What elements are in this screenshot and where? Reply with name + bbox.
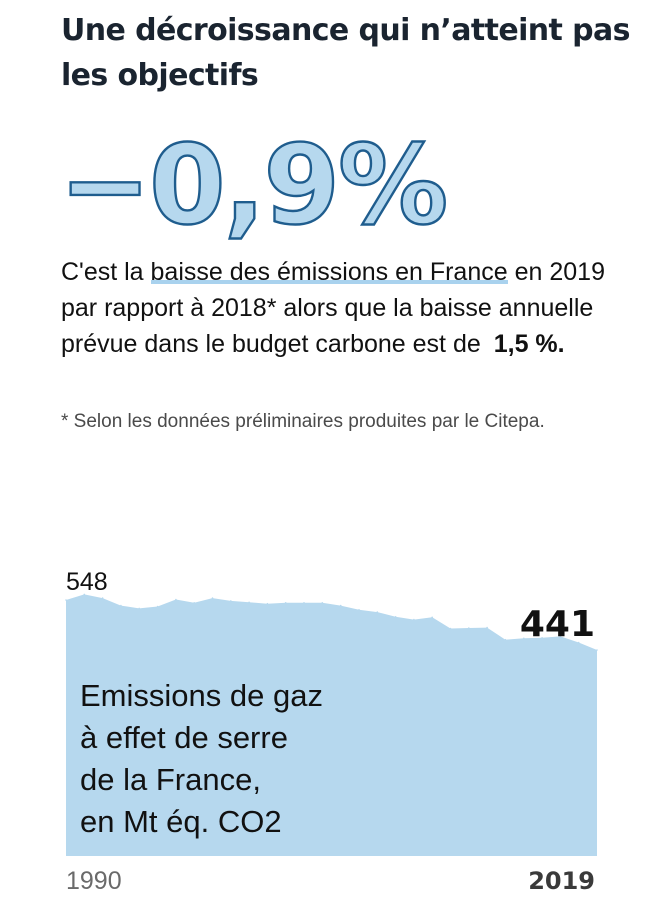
data-point-2008 bbox=[394, 616, 397, 618]
data-point-1996 bbox=[175, 598, 177, 601]
data-point-1999 bbox=[230, 600, 232, 602]
data-point-2000 bbox=[248, 601, 250, 604]
data-point-1998 bbox=[211, 597, 214, 599]
data-point-1990 bbox=[65, 599, 67, 601]
data-point-2001 bbox=[266, 602, 269, 605]
page-title: Une décroissance qui n’atteint pas les o… bbox=[61, 13, 630, 93]
lead-text-part1: C'est la bbox=[61, 258, 151, 286]
data-point-1993 bbox=[120, 604, 122, 607]
chart-title-line-1: Emissions de gaz bbox=[80, 678, 323, 713]
data-point-2002 bbox=[284, 602, 287, 604]
data-point-2015 bbox=[523, 637, 525, 640]
data-point-1994 bbox=[138, 607, 140, 610]
data-point-2018 bbox=[577, 641, 580, 644]
chart-title-line-4: en Mt éq. CO2 bbox=[80, 804, 282, 839]
data-point-2009 bbox=[413, 618, 415, 621]
data-point-1992 bbox=[101, 597, 104, 599]
data-point-2013 bbox=[486, 626, 488, 629]
x-axis-start-label: 1990 bbox=[66, 867, 122, 895]
data-point-1995 bbox=[156, 605, 159, 608]
data-point-2004 bbox=[321, 602, 324, 604]
data-point-2003 bbox=[303, 602, 305, 604]
data-point-1997 bbox=[193, 602, 195, 604]
lead-text-part2: en 2019 par rapport à 2018* alors que la… bbox=[61, 258, 605, 358]
headline-figure: −0,9% bbox=[58, 121, 450, 249]
lead-text-highlight: baisse des émissions en France bbox=[150, 258, 508, 286]
chart-title-line-3: de la France, bbox=[80, 762, 261, 797]
chart-title-line-2: à effet de serre bbox=[80, 720, 288, 755]
emissions-area bbox=[66, 594, 597, 856]
data-point-1991 bbox=[83, 593, 86, 596]
x-axis-end-label: 2019 bbox=[528, 867, 595, 895]
data-point-2019 bbox=[596, 649, 598, 651]
data-point-2007 bbox=[376, 611, 379, 613]
last-value-label: 441 bbox=[520, 604, 595, 645]
data-point-2017 bbox=[559, 635, 562, 638]
data-point-2006 bbox=[358, 609, 360, 611]
data-point-2005 bbox=[339, 604, 342, 607]
data-point-2012 bbox=[468, 627, 470, 629]
lead-text: C'est la baisse des émissions en France … bbox=[61, 254, 621, 362]
data-point-2011 bbox=[449, 627, 452, 630]
lead-text-strong-value: 1,5 %. bbox=[493, 330, 565, 358]
footnote: * Selon les données préliminaires produi… bbox=[61, 411, 545, 432]
data-point-2016 bbox=[541, 637, 543, 639]
data-point-2010 bbox=[431, 616, 434, 619]
first-value-label: 548 bbox=[66, 568, 108, 596]
data-point-2014 bbox=[504, 638, 507, 641]
